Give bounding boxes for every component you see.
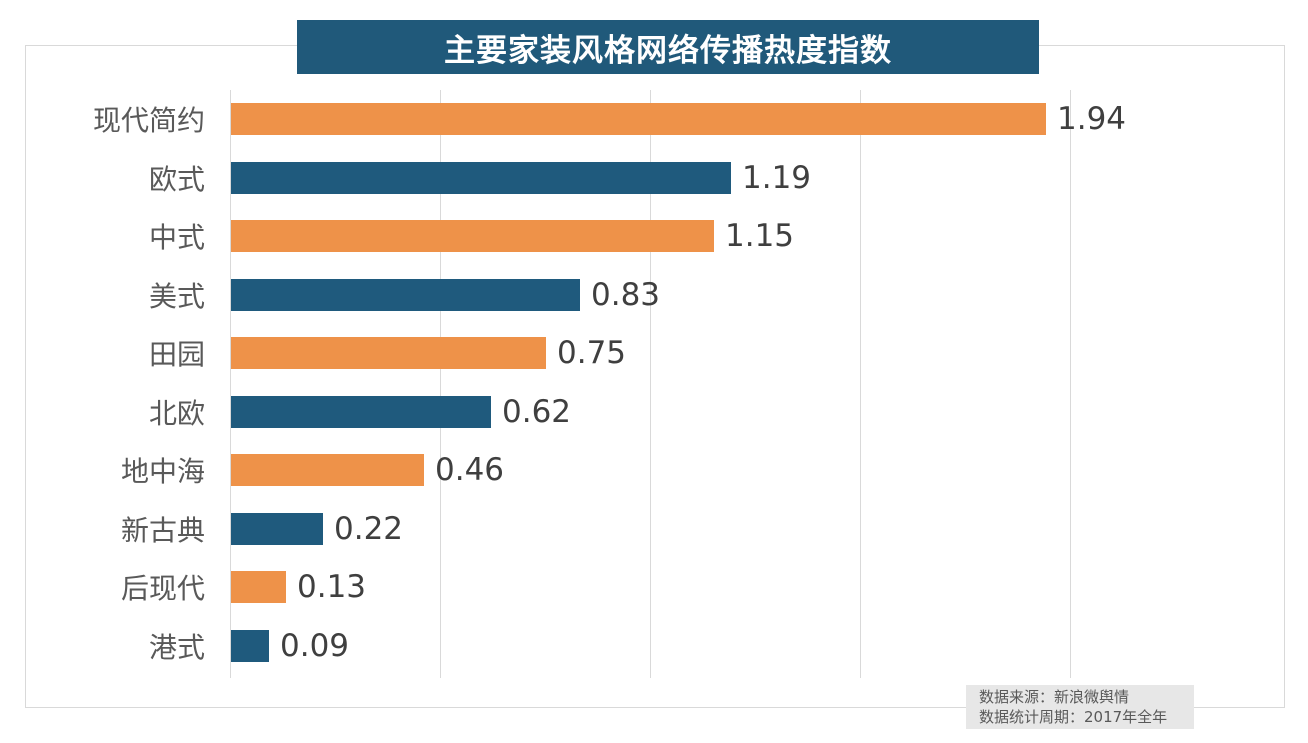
- chart-title: 主要家装风格网络传播热度指数: [444, 32, 892, 69]
- bar-3: [231, 220, 714, 253]
- vertical-gridline: [230, 90, 231, 678]
- category-label: 田园: [148, 338, 205, 372]
- value-label: 0.46: [435, 452, 505, 489]
- value-label: 0.83: [591, 276, 661, 313]
- vertical-gridline: [1070, 90, 1071, 678]
- value-label: 0.13: [297, 569, 367, 606]
- vertical-gridline: [650, 90, 651, 678]
- bar-10: [231, 629, 269, 662]
- bar-8: [231, 512, 323, 545]
- bar-5: [231, 337, 546, 370]
- source-note-line2: 数据统计周期：2017年全年: [979, 708, 1168, 726]
- category-label: 北欧: [148, 396, 205, 430]
- value-label: 1.15: [725, 218, 795, 255]
- category-label: 美式: [148, 279, 205, 313]
- value-label: 1.19: [742, 159, 812, 196]
- category-label: 地中海: [120, 455, 205, 489]
- chart-title-banner: 主要家装风格网络传播热度指数: [297, 20, 1039, 74]
- category-label: 欧式: [148, 162, 205, 196]
- category-label: 中式: [148, 221, 205, 255]
- bar-6: [231, 395, 491, 428]
- value-label: 0.22: [334, 510, 404, 547]
- value-label: 0.62: [502, 393, 572, 430]
- value-label: 0.75: [557, 335, 627, 372]
- category-label: 后现代: [120, 572, 205, 606]
- vertical-gridline: [440, 90, 441, 678]
- bar-1: [231, 103, 1046, 136]
- bar-9: [231, 571, 286, 604]
- value-label: 0.09: [280, 627, 350, 664]
- value-label: 1.94: [1057, 101, 1127, 138]
- bar-4: [231, 278, 580, 311]
- category-label: 现代简约: [92, 104, 205, 138]
- source-note-line1: 数据来源：新浪微舆情: [979, 688, 1130, 706]
- category-label: 港式: [148, 630, 205, 664]
- bar-7: [231, 454, 424, 487]
- bar-2: [231, 161, 731, 194]
- source-note-box: 数据来源：新浪微舆情 数据统计周期：2017年全年: [966, 685, 1194, 729]
- category-label: 新古典: [120, 513, 205, 547]
- vertical-gridline: [860, 90, 861, 678]
